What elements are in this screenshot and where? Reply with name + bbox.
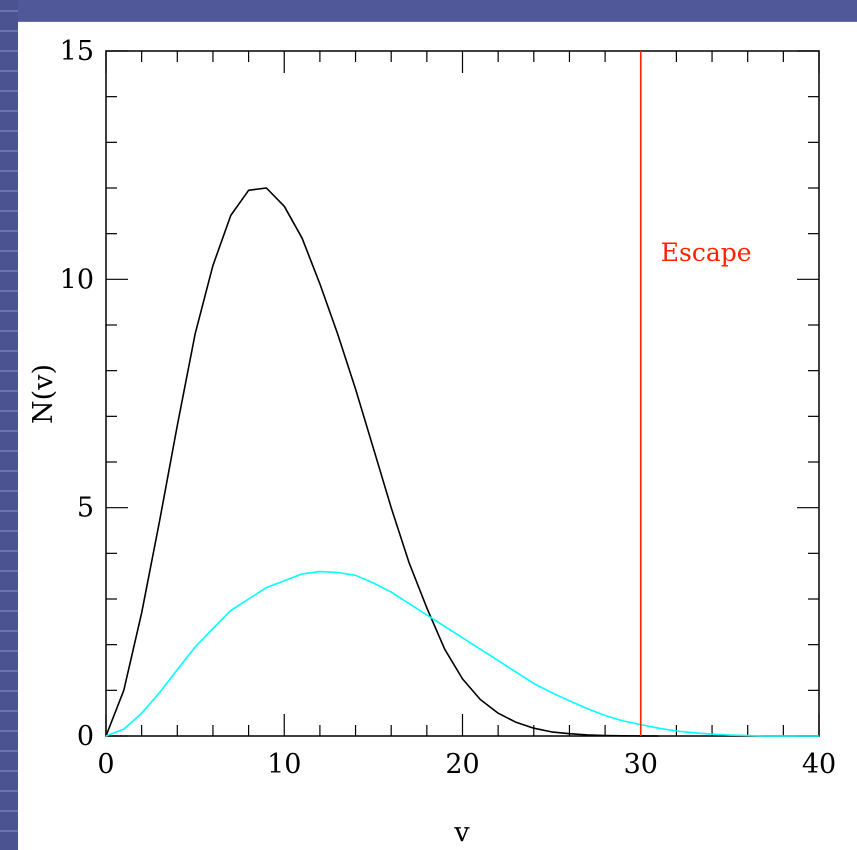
y-axis-label: N(v): [28, 364, 59, 424]
velocity-distribution-chart: 0 10 20 30 40 0 5 10 15 Escape v N(v): [28, 36, 837, 848]
plot-panel: 0 10 20 30 40 0 5 10 15 Escape v N(v): [18, 22, 857, 850]
x-tick-label: 0: [97, 749, 114, 780]
y-tick-label: 10: [60, 264, 94, 295]
x-tick-label: 20: [445, 749, 479, 780]
x-tick-label: 40: [802, 749, 836, 780]
x-axis-label: v: [453, 817, 470, 848]
y-tick-label: 0: [77, 721, 94, 752]
data-series: [105, 187, 819, 737]
series-line-2: [105, 570, 819, 737]
x-tick-label: 10: [267, 749, 301, 780]
axis-tick-labels: 0 10 20 30 40 0 5 10 15: [60, 36, 837, 780]
window-top-band: [0, 0, 857, 22]
axis-ticks: [105, 50, 820, 737]
series-line-1: [105, 187, 659, 737]
escape-label: Escape: [661, 238, 752, 267]
window-left-band: [0, 0, 18, 850]
y-tick-label: 5: [77, 493, 94, 524]
x-tick-label: 30: [624, 749, 658, 780]
plot-frame: [105, 50, 820, 737]
chart-annotations: Escape: [639, 51, 752, 736]
y-tick-label: 15: [60, 36, 94, 67]
